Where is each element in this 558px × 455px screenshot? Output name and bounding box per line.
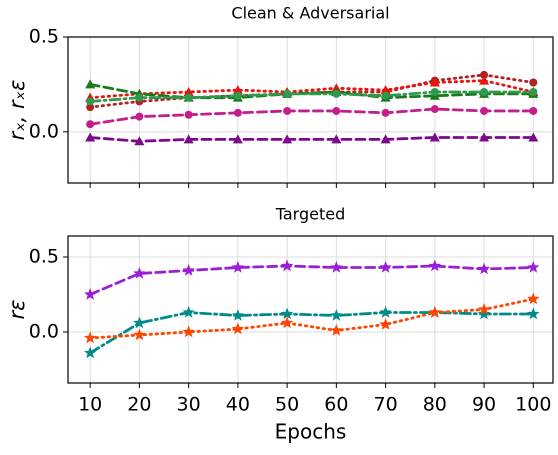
marker [183,86,194,96]
marker [86,97,95,106]
y-tick-label: 0.5 [29,26,59,48]
x-tick-label: 60 [324,394,348,416]
marker [381,91,390,100]
marker [184,93,193,102]
marker [330,309,343,321]
marker [331,134,342,144]
series-line [88,297,535,340]
y-axis-label: rₓ, rₓε [5,80,29,141]
marker [430,87,439,96]
marker [428,259,442,272]
marker [233,108,242,117]
marker [86,120,95,129]
marker [280,307,294,320]
y-tick-label: 0.0 [29,321,59,343]
marker [133,328,146,341]
marker [330,261,343,273]
marker [430,105,439,114]
marker [231,261,245,273]
marker [231,322,245,335]
x-tick-label: 50 [275,394,299,416]
series-line [88,311,535,355]
x-tick-label: 10 [78,394,102,416]
marker [527,307,540,320]
marker [135,93,144,102]
marker [529,87,538,96]
marker [479,132,490,142]
marker [379,306,392,318]
marker [182,264,195,276]
marker [480,87,489,96]
marker [135,112,144,121]
marker [231,309,245,321]
x-tick-label: 80 [423,394,447,416]
plot-frame [67,235,554,384]
marker [133,267,146,279]
marker [380,134,391,144]
x-tick-label: 30 [177,394,201,416]
marker [232,134,243,144]
marker [183,134,194,144]
x-tick-label: 70 [373,394,397,416]
marker [85,79,96,89]
series-line [88,107,535,126]
marker [379,318,392,330]
marker [83,288,97,300]
marker [182,325,195,338]
marker [479,75,490,85]
marker [86,103,95,112]
y-tick-label: 0.5 [29,246,59,268]
chart-title: Targeted [275,205,346,224]
marker [283,89,292,98]
marker [233,91,242,100]
marker [83,346,97,359]
series-line [88,79,535,100]
marker [133,316,146,329]
marker [85,132,96,142]
x-tick-label: 100 [515,394,551,416]
marker [477,303,491,315]
marker [381,108,390,117]
x-tick-label: 40 [226,394,250,416]
marker [280,259,294,272]
x-tick-label: 20 [127,394,151,416]
y-axis-label: rε [5,300,29,320]
marker [527,261,540,273]
marker [332,106,341,115]
marker [480,106,489,115]
series-line [88,136,535,143]
marker [429,77,440,87]
marker [283,106,292,115]
marker [380,85,391,95]
marker [529,106,538,115]
marker [280,316,294,329]
y-tick-label: 0.0 [29,120,59,142]
series-line [88,90,535,103]
marker [182,306,195,318]
marker [429,132,440,142]
series-line [88,264,535,296]
marker [477,307,491,320]
marker [480,70,489,79]
marker [134,136,145,146]
marker [282,134,293,144]
marker [184,110,193,119]
marker [232,85,243,95]
marker [332,89,341,98]
x-tick-label: 90 [472,394,496,416]
x-axis-label: Epochs [275,420,347,444]
marker [527,292,540,305]
plot-frame [67,36,554,184]
marker [477,262,491,275]
marker [529,78,538,87]
marker [428,306,442,318]
marker [379,261,392,273]
marker [83,331,97,344]
marker [330,324,343,336]
marker [528,132,539,142]
chart-title: Clean & Adversarial [231,4,389,23]
